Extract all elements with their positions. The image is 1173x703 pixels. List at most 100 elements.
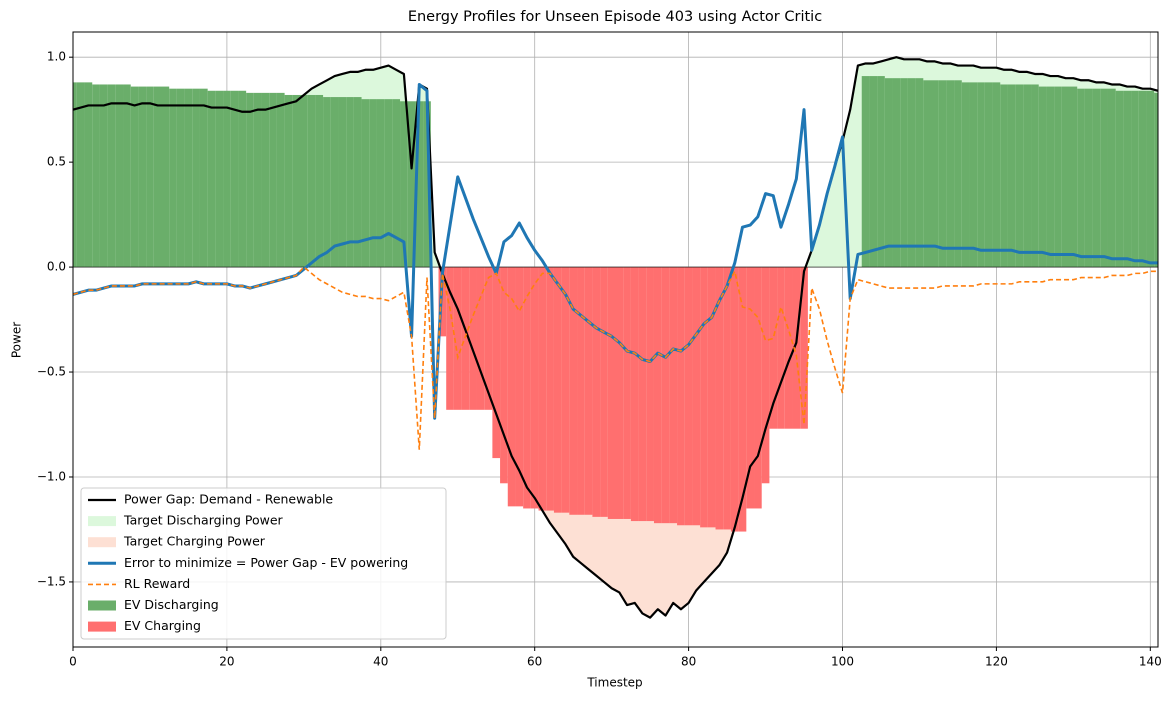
bar [492,267,501,459]
legend-swatch [88,621,116,632]
x-tick-label: 60 [527,655,542,669]
bar [938,80,947,268]
bar [1061,86,1070,268]
bar [1092,88,1101,268]
bar [884,78,893,268]
bar [900,78,908,268]
legend-label: EV Discharging [124,597,219,612]
y-tick-label: −1.0 [37,469,66,483]
bar [692,267,701,526]
bar [746,267,755,509]
bar [777,267,785,429]
bar [800,267,808,429]
line [73,56,1158,619]
bar [1031,84,1039,268]
bar [307,94,316,268]
bar [792,267,801,429]
y-tick-label: −1.5 [37,574,66,588]
bar [169,88,177,268]
lines [73,56,1158,619]
bar [992,82,1001,268]
bar [715,267,724,530]
bar [192,88,200,268]
bar [1038,86,1047,268]
bar [446,267,454,410]
bar [623,267,631,519]
bar [392,99,401,268]
bar [684,267,693,526]
bar [769,267,778,429]
bar [138,86,147,268]
bar [484,267,493,410]
y-tick-label: 0.5 [47,155,66,169]
bar [207,90,216,268]
x-tick-label: 100 [831,655,854,669]
x-tick-label: 0 [69,655,77,669]
bar [738,267,747,532]
bar [1146,90,1155,268]
legend-box [80,487,447,640]
bar [338,97,347,268]
bar [592,267,601,517]
bar [661,267,670,524]
bar [892,78,901,268]
x-tick-label: 40 [373,655,388,669]
bar [161,86,170,268]
bar [1054,86,1062,268]
bar [92,84,100,268]
bar [115,84,124,268]
bar [653,267,662,524]
bar [130,86,139,268]
x-tick-label: 120 [985,655,1008,669]
bar [261,92,270,268]
bar [946,80,955,268]
bar [0,93,8,267]
bar [1046,86,1055,268]
bar [754,267,762,509]
x-axis-label: Timestep [586,676,642,690]
bar [0,93,8,267]
legend-label: EV Charging [124,618,201,633]
y-tick-label: −0.5 [37,365,66,379]
bar [438,267,447,337]
x-tick-label: 80 [681,655,696,669]
bar [723,267,731,530]
bar [761,267,770,484]
bar [146,86,154,268]
bar [1084,88,1093,268]
bar [107,84,116,268]
bar [1023,84,1032,268]
x-tick-label: 20 [219,655,234,669]
x-tick-label: 140 [1139,655,1162,669]
legend-swatch [88,516,116,527]
bar [538,267,547,511]
bar [677,267,685,526]
bars [0,76,1158,532]
bar [669,267,678,524]
bar [607,267,616,519]
bar [630,267,639,522]
bar [400,101,408,268]
bar [469,267,477,410]
bar [1100,88,1108,268]
bar [700,267,708,528]
legend-label: Target Discharging Power [123,513,284,528]
bar [615,267,624,519]
bar [1077,88,1085,268]
bar [600,267,608,517]
bar [476,267,485,410]
bar [930,80,939,268]
plot-frame [72,31,1159,648]
bar [1154,92,1158,268]
bar [584,267,593,515]
chart-title: Energy Profiles for Unseen Episode 403 u… [408,9,822,25]
bar [384,99,393,268]
y-axis-label: Power [10,322,24,358]
bar [515,267,524,507]
bar [453,267,462,410]
bar [369,99,377,268]
bar [292,94,301,268]
bar [415,101,424,268]
dashed-line [73,265,1158,450]
